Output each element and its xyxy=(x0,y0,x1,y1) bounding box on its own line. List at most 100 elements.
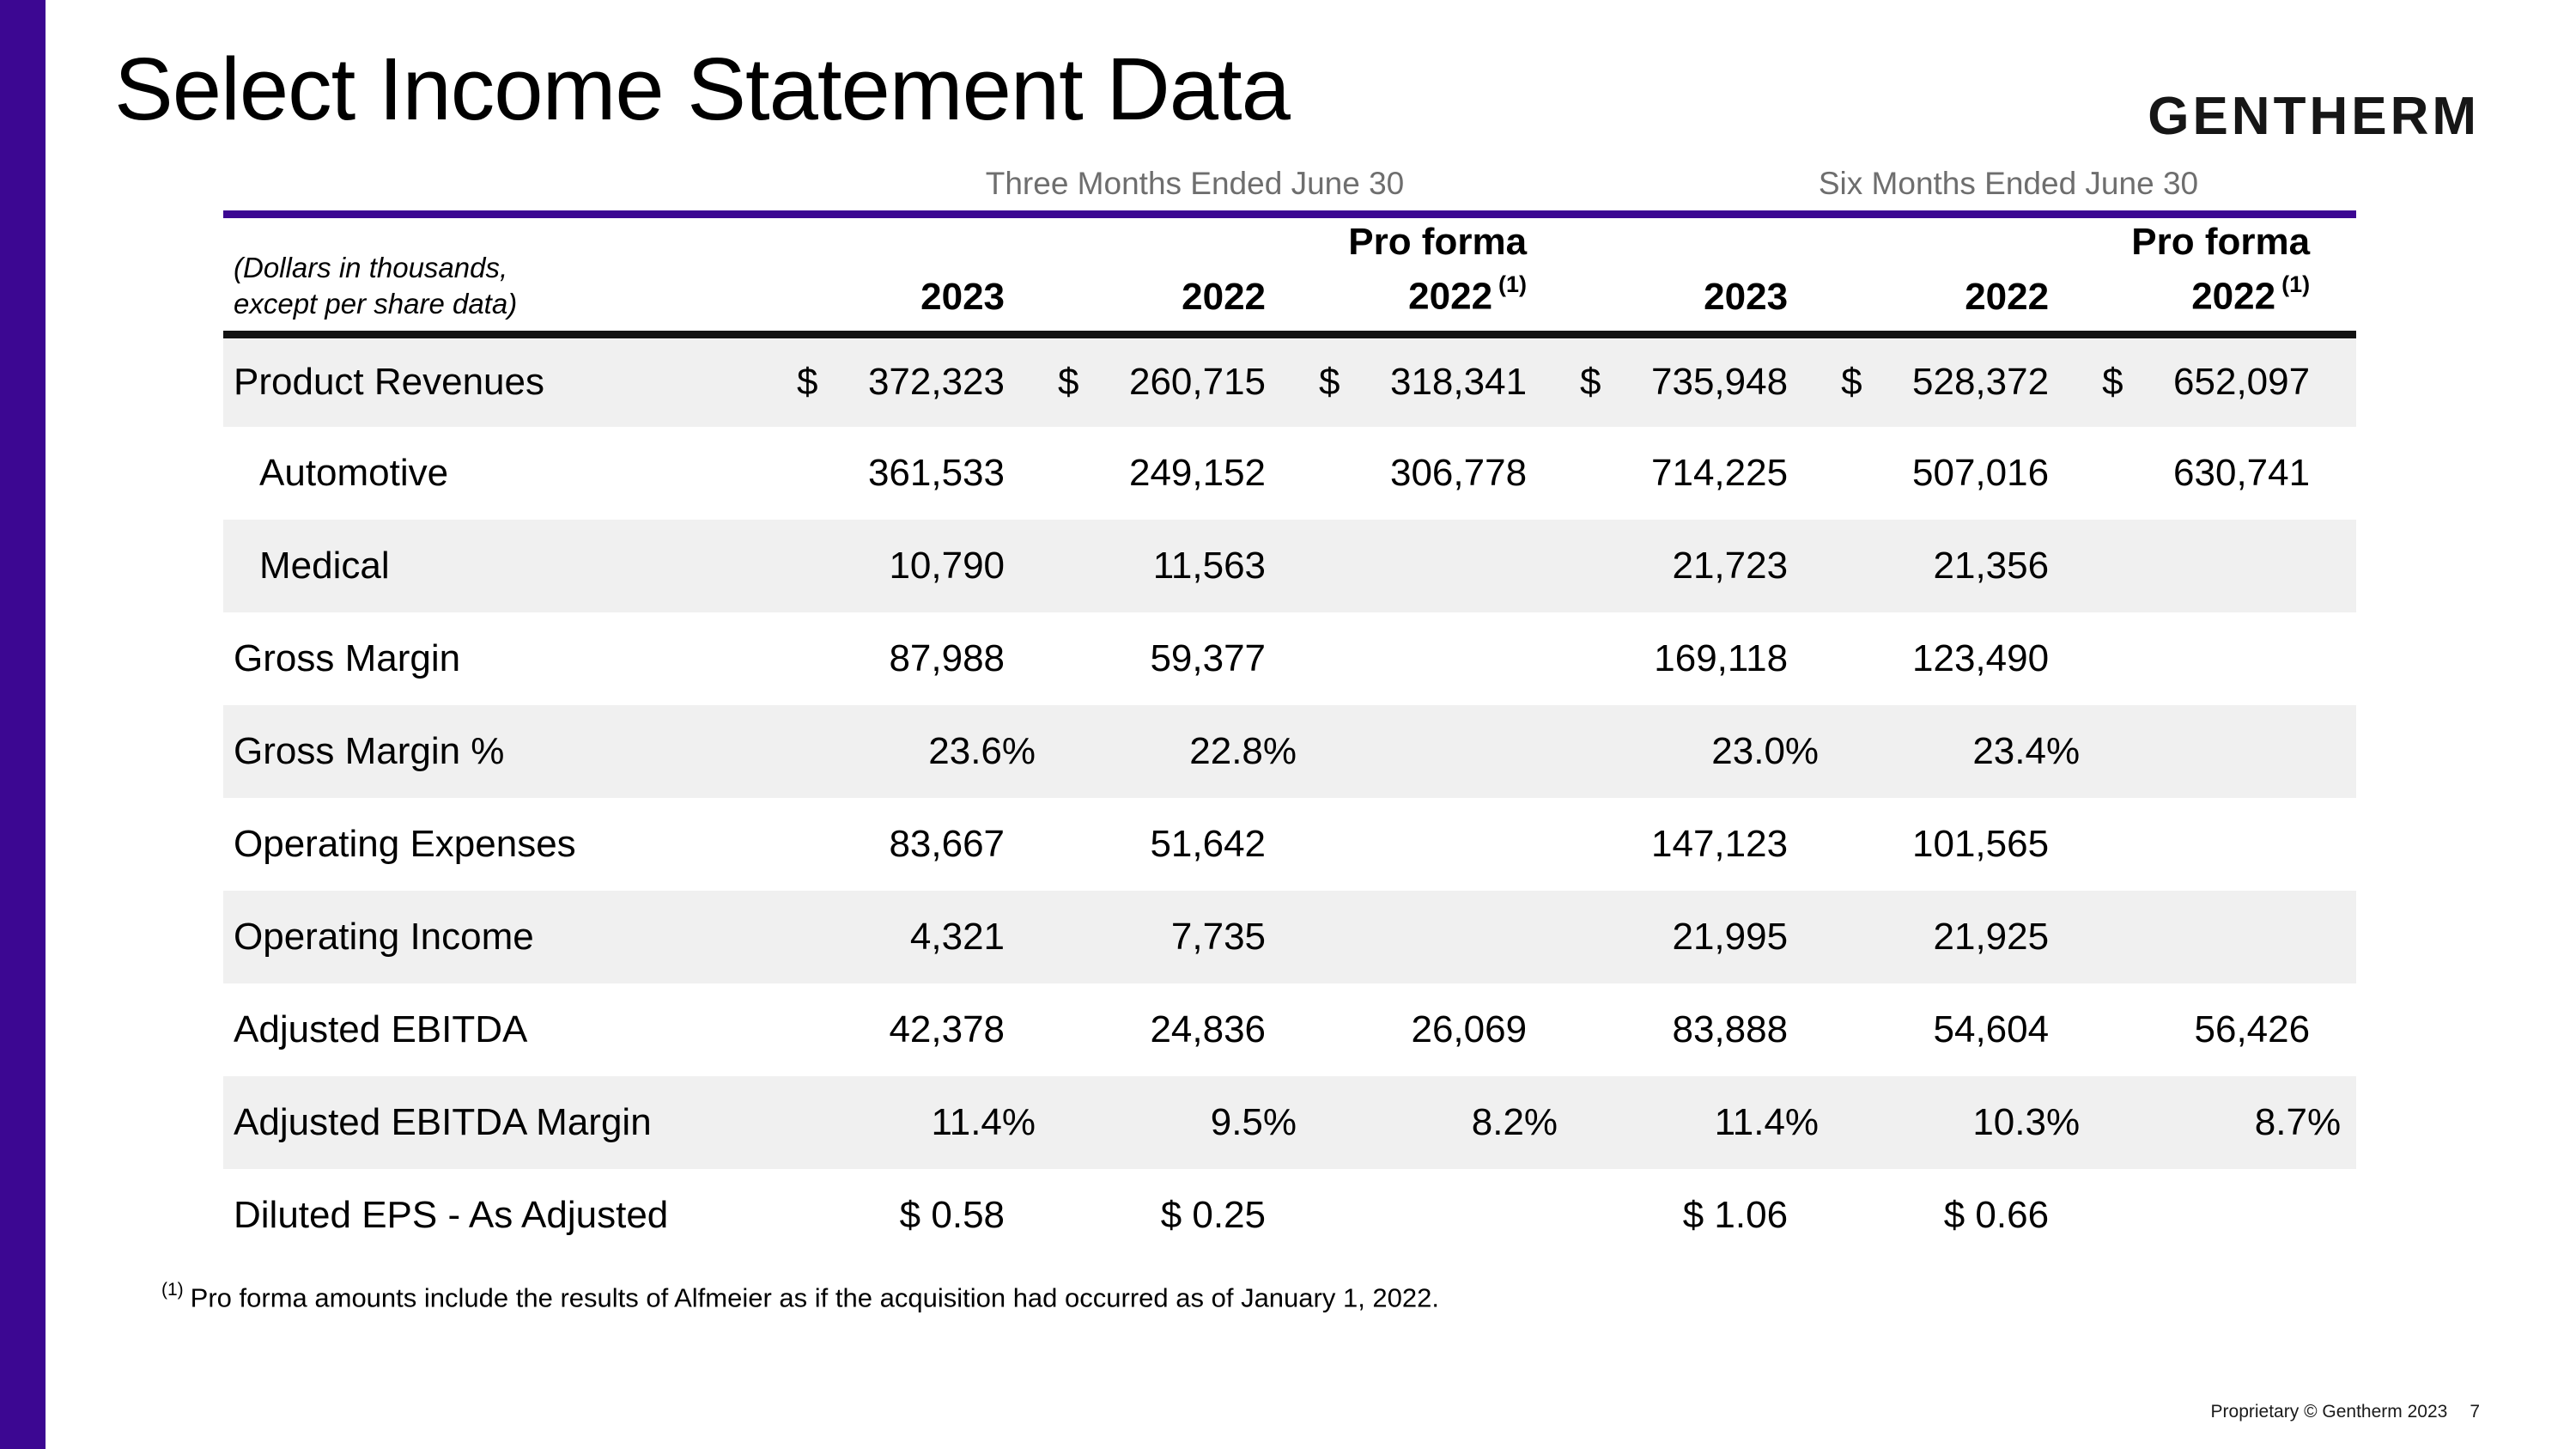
footnote-ref-icon: (1) xyxy=(1498,271,1528,297)
group-header-three-months: Three Months Ended June 30 xyxy=(985,166,1405,201)
cell-value xyxy=(1352,798,1573,891)
cell-value: 101,565 xyxy=(1912,823,2050,866)
cell-value: 169,118 xyxy=(1654,637,1789,680)
dollar-sign xyxy=(790,891,829,983)
cell-value: 8.2% xyxy=(1471,1101,1558,1144)
page-number: 7 xyxy=(2470,1402,2480,1422)
cell-value: 42,378 xyxy=(889,1008,1005,1051)
dollar-sign: $ xyxy=(1319,361,1340,404)
table-row: Automotive 361,533 249,152 306,778 714,225 50… xyxy=(223,427,2356,520)
income-statement-table: (Dollars in thousands, except per share … xyxy=(223,218,2357,1262)
dollar-sign xyxy=(1312,983,1352,1076)
table-row: Gross Margin % 23.6% 22.8% 23.0% 23.4% xyxy=(223,705,2357,799)
table-row: Operating Expenses 83,667 51,642 147,123 101… xyxy=(223,798,2356,891)
cell-value xyxy=(2135,520,2356,612)
cell-value: 630,741 xyxy=(2173,452,2311,495)
cell-value: 528,372 xyxy=(1912,361,2050,404)
table-row: Medical 10,790 11,563 21,723 21,356 xyxy=(223,520,2357,613)
cell-value: 8.7% xyxy=(2254,1101,2342,1144)
dollar-sign xyxy=(1834,798,1874,891)
gentherm-logo: GENTHERM xyxy=(2148,87,2480,146)
dollar-sign: $ xyxy=(1580,361,1601,404)
cell-value: 22.8% xyxy=(1189,730,1297,773)
table-body: Product Revenues $372,323 $260,715 $318,341… xyxy=(223,334,2357,1262)
dollar-sign xyxy=(1051,520,1091,612)
table-row: Adjusted EBITDA 42,378 24,836 26,069 83,888 5… xyxy=(223,983,2356,1076)
column-header-3m-proforma-2022: Pro forma 2022 (1) xyxy=(1312,218,1574,338)
cell-value: $ 0.25 xyxy=(1160,1194,1267,1237)
units-note-line1: (Dollars in thousands, xyxy=(234,251,508,283)
cell-value: 260,715 xyxy=(1128,361,1267,404)
cell-value xyxy=(2135,612,2356,705)
cell-value: 11.4% xyxy=(931,1101,1036,1144)
cell-value: 7,735 xyxy=(1170,916,1267,959)
dollar-sign xyxy=(790,612,829,705)
cell-value: 54,604 xyxy=(1933,1008,2050,1051)
units-note: (Dollars in thousands, except per share … xyxy=(223,218,790,338)
cell-value xyxy=(1352,612,1573,705)
cell-value: 714,225 xyxy=(1651,452,1789,495)
footer-proprietary-text: Proprietary © Gentherm 2023 xyxy=(2210,1402,2448,1422)
dollar-sign: $ xyxy=(2102,361,2123,404)
table-header-row: (Dollars in thousands, except per share … xyxy=(223,218,2357,338)
dollar-sign xyxy=(2095,983,2135,1076)
row-label: Product Revenues xyxy=(234,361,544,404)
cell-value xyxy=(2135,1169,2356,1262)
dollar-sign xyxy=(1051,891,1091,983)
dollar-sign xyxy=(1051,983,1091,1076)
cell-value: 23.4% xyxy=(1972,730,2081,773)
cell-value: 26,069 xyxy=(1411,1008,1528,1051)
cell-value xyxy=(1352,891,1573,983)
row-label: Medical xyxy=(259,545,390,588)
cell-value: 372,323 xyxy=(867,361,1005,404)
cell-value: 21,995 xyxy=(1672,916,1789,959)
accent-sidebar xyxy=(0,0,46,1449)
period-group-headers: Three Months Ended June 30 Six Months En… xyxy=(223,163,2356,210)
cell-value xyxy=(1352,705,1573,798)
cell-value: 652,097 xyxy=(2173,361,2311,404)
dollar-sign xyxy=(1573,983,1613,1076)
dollar-sign xyxy=(2095,1169,2135,1262)
dollar-sign xyxy=(1573,612,1613,705)
cell-value: 361,533 xyxy=(867,452,1005,495)
footnote-marker: (1) xyxy=(161,1280,184,1300)
table-row: Gross Margin 87,988 59,377 169,118 123,490 xyxy=(223,612,2356,705)
dollar-sign xyxy=(1834,612,1874,705)
page-title: Select Income Statement Data xyxy=(114,40,1291,138)
dollar-sign xyxy=(2095,1076,2135,1169)
dollar-sign xyxy=(2095,427,2135,520)
dollar-sign xyxy=(790,1076,829,1169)
cell-value: 9.5% xyxy=(1210,1101,1297,1144)
cell-value xyxy=(2135,798,2356,891)
group-header-six-months: Six Months Ended June 30 xyxy=(1818,166,2199,201)
dollar-sign xyxy=(2095,891,2135,983)
units-note-line2: except per share data) xyxy=(234,287,518,320)
table-row: Operating Income 4,321 7,735 21,995 21,925 xyxy=(223,891,2357,984)
cell-value: 24,836 xyxy=(1150,1008,1267,1051)
dollar-sign xyxy=(1051,612,1091,705)
row-label: Adjusted EBITDA xyxy=(234,1008,528,1051)
dollar-sign xyxy=(790,705,829,798)
row-label: Diluted EPS - As Adjusted xyxy=(234,1194,669,1237)
dollar-sign xyxy=(2095,798,2135,891)
accent-rule xyxy=(223,210,2356,218)
cell-value xyxy=(1352,1169,1573,1262)
table-row: Product Revenues $372,323 $260,715 $318,341… xyxy=(223,334,2357,428)
dollar-sign xyxy=(1834,1169,1874,1262)
dollar-sign xyxy=(1573,705,1613,798)
dollar-sign xyxy=(790,983,829,1076)
cell-value: $ 1.06 xyxy=(1682,1194,1789,1237)
dollar-sign xyxy=(1051,798,1091,891)
row-label: Gross Margin % xyxy=(234,730,505,773)
dollar-sign xyxy=(1834,983,1874,1076)
footnote: (1) Pro forma amounts include the results… xyxy=(161,1280,1439,1313)
cell-value xyxy=(1352,520,1573,612)
dollar-sign xyxy=(1312,705,1352,798)
cell-value: 306,778 xyxy=(1389,452,1528,495)
cell-value: 507,016 xyxy=(1912,452,2050,495)
column-header-6m-2023: 2023 xyxy=(1573,218,1835,338)
dollar-sign xyxy=(1834,520,1874,612)
cell-value: 11,563 xyxy=(1152,545,1267,588)
dollar-sign: $ xyxy=(1841,361,1862,404)
